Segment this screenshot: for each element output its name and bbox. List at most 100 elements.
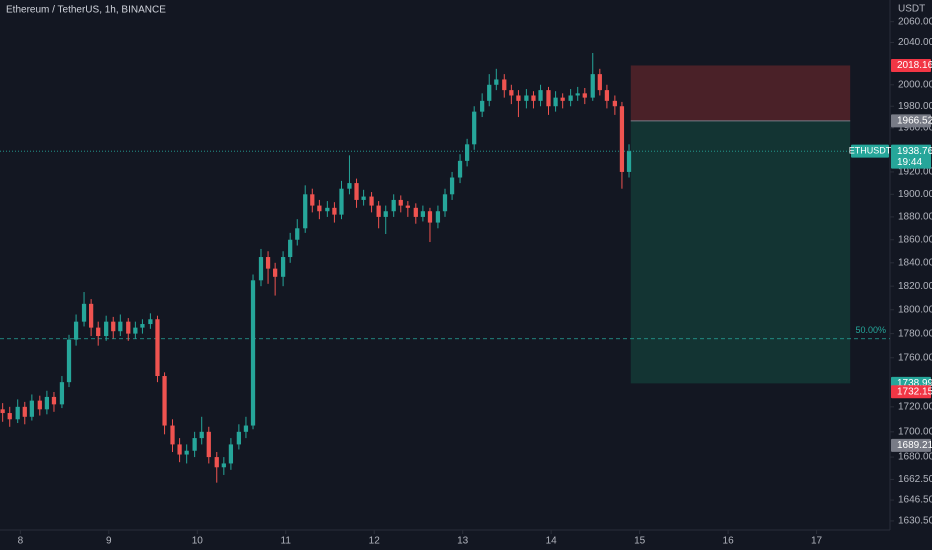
candle-body: [516, 95, 521, 101]
price-label: 2018.16: [897, 60, 932, 71]
candle-body: [509, 90, 514, 96]
candle-body: [568, 95, 573, 101]
candle-body: [494, 79, 499, 85]
candle-body: [531, 95, 536, 101]
candle-body: [442, 194, 448, 212]
x-tick-label: 11: [281, 536, 292, 547]
candle-body: [317, 205, 322, 212]
candle-body: [502, 79, 507, 91]
candle-body: [273, 268, 278, 277]
last-price-box: [891, 144, 931, 169]
candle-body: [449, 177, 455, 195]
candle-body: [295, 228, 300, 240]
candle-body: [590, 74, 595, 98]
y-tick-label: 1630.50: [898, 516, 932, 527]
candle-body: [391, 199, 396, 212]
candle-body: [155, 319, 160, 377]
candle-body: [457, 160, 463, 178]
candle-body: [118, 321, 123, 332]
candle-body: [376, 205, 381, 217]
candle-body: [37, 400, 42, 410]
symbol-box: [851, 144, 889, 158]
candle-body: [597, 74, 602, 91]
y-tick-label: 1720.00: [898, 401, 932, 412]
candle-body: [582, 93, 587, 98]
symbol-label: ETHUSDT: [849, 146, 892, 156]
candle-body: [325, 207, 330, 212]
price-label-box: [891, 385, 931, 399]
price-label: 1732.15: [897, 386, 932, 397]
candle-body: [420, 211, 426, 217]
x-tick-label: 9: [106, 536, 112, 547]
y-tick-label: 1920.00: [898, 167, 932, 178]
y-tick-label: 1900.00: [898, 189, 932, 200]
candle-body: [398, 199, 403, 206]
candle-body: [104, 321, 109, 337]
candle-body: [7, 413, 12, 420]
candle-body: [162, 376, 167, 426]
candle-body: [184, 450, 189, 455]
y-tick-label: 1646.50: [898, 495, 932, 506]
candle-body: [553, 97, 558, 107]
candle-body: [619, 106, 625, 172]
candle-body: [354, 183, 359, 200]
candle-body: [66, 339, 72, 383]
y-tick-label: 2060.00: [898, 16, 932, 27]
axis-unit: USDT: [898, 4, 925, 15]
candle-body: [604, 90, 610, 101]
candle-body: [133, 327, 138, 334]
candle-body: [538, 90, 543, 101]
y-tick-label: 1860.00: [898, 234, 932, 245]
candle-body: [427, 211, 433, 223]
y-tick-label: 1820.00: [898, 281, 932, 292]
candle-body: [612, 100, 617, 107]
candle-body: [214, 457, 219, 468]
candle-body: [51, 396, 57, 405]
candle-body: [228, 444, 234, 464]
candle-body: [177, 444, 182, 455]
y-tick-label: 2040.00: [898, 37, 932, 48]
candle-body: [288, 239, 293, 258]
candle-body: [29, 400, 34, 417]
candle-body: [464, 144, 470, 161]
price-label-box: [891, 438, 931, 452]
candle-body: [560, 97, 565, 101]
countdown-label: 19:44: [897, 157, 922, 168]
candle-body: [126, 321, 131, 334]
y-tick-label: 1840.00: [898, 257, 932, 268]
x-tick-label: 17: [811, 536, 823, 547]
candle-body: [89, 303, 94, 328]
y-tick-label: 1662.50: [898, 474, 932, 485]
y-tick-label: 2000.00: [898, 79, 932, 90]
candle-body: [15, 406, 20, 420]
x-tick-label: 8: [18, 536, 24, 547]
y-tick-label: 1980.00: [898, 101, 932, 112]
stop-zone: [630, 65, 851, 121]
candle-body: [472, 111, 477, 145]
x-tick-label: 15: [634, 536, 646, 547]
candle-body: [383, 211, 388, 217]
candle-body: [221, 463, 226, 468]
level-label: 50.00%: [855, 325, 886, 335]
candle-body: [405, 205, 410, 208]
candle-body: [258, 257, 264, 281]
x-tick-label: 14: [546, 536, 558, 547]
price-label-box: [891, 58, 931, 72]
candle-body: [206, 431, 211, 458]
price-label: 1966.52: [897, 115, 932, 126]
candle-body: [303, 194, 308, 229]
candle-body: [280, 257, 286, 277]
candle-body: [199, 431, 204, 439]
candle-body: [546, 90, 551, 107]
y-tick-label: 1880.00: [898, 212, 932, 223]
candle-body: [265, 257, 271, 269]
candle-body: [243, 425, 249, 432]
candle-body: [413, 207, 418, 217]
price-label: 1738.99: [897, 378, 932, 389]
candle-body: [347, 183, 352, 189]
candle-body: [0, 409, 5, 414]
candle-body: [250, 280, 256, 426]
candle-body: [310, 194, 315, 206]
candle-body: [339, 188, 344, 215]
